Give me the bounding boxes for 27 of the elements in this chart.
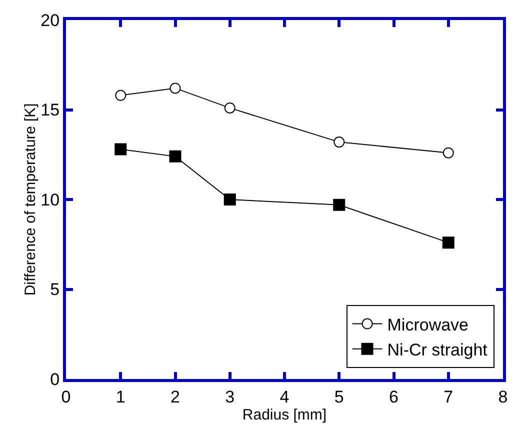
x-tick-label: 2 (170, 387, 180, 406)
legend-label: Microwave (387, 315, 469, 334)
point (442, 147, 454, 158)
x-tick-label: 7 (444, 387, 454, 406)
x-tick-label: 3 (225, 387, 235, 406)
y-tick-label: 0 (50, 370, 60, 389)
point (114, 143, 127, 156)
legend-label: Ni-Cr straight (387, 340, 488, 360)
point (170, 82, 181, 94)
point (224, 194, 236, 206)
point (333, 198, 346, 211)
x-axis-title: Radius [mm] (242, 406, 327, 424)
point (442, 236, 454, 249)
x-tick-label: 1 (116, 387, 126, 406)
y-tick-label: 10 (40, 190, 60, 210)
x-tick-label: 5 (334, 387, 344, 406)
y-tick-label: 15 (40, 100, 60, 120)
point (169, 150, 182, 162)
y-axis-title: Difference of temperature [K] (22, 103, 39, 296)
point (224, 102, 236, 114)
x-tick-label: 6 (389, 387, 398, 406)
point (115, 90, 126, 101)
x-tick-label: 4 (280, 387, 290, 406)
y-tick-label: 5 (50, 280, 60, 300)
x-tick-label: 8 (498, 387, 508, 406)
y-tick-label: 20 (40, 10, 60, 30)
point (334, 136, 345, 148)
